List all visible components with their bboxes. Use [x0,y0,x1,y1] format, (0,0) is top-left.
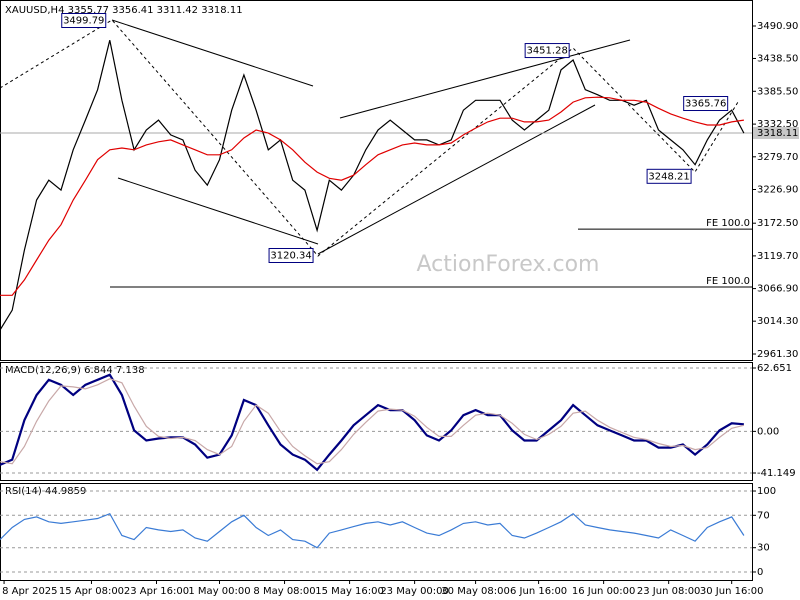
price-label: 3451.28 [526,46,567,57]
x-tick-label: 6 Jun 16:00 [510,586,567,597]
x-tick-label: 1 May 00:00 [188,586,250,597]
price-label-box [268,247,314,263]
y-tick-label: 0 [757,567,763,578]
y-tick-label: 100 [757,486,776,497]
watermark: ActionForex.com [417,252,600,277]
y-tick-label: -41.149 [757,468,796,479]
x-tick-label: 15 May 16:00 [315,586,384,597]
series-line [0,512,745,549]
x-tick-label: 30 Jun 16:00 [700,586,764,597]
y-tick-label: 3066.90 [757,284,798,295]
price-label-box [683,96,729,112]
price-label-box [646,168,692,184]
rsi-panel [0,483,753,581]
y-tick-label: 3226.90 [757,185,798,196]
price-label-box [61,13,107,29]
x-tick-label: 23 May 00:00 [380,586,449,597]
x-tick-label: 23 Apr 16:00 [124,586,189,597]
channel-line [111,19,314,87]
x-tick-label: 30 May 08:00 [441,586,510,597]
fe-label: FE 100.0 [706,276,750,287]
y-tick-label: 2961.30 [757,349,798,360]
price-label: 3248.21 [648,171,689,182]
series-line [0,378,745,465]
x-tick-label: 15 Apr 08:00 [59,586,124,597]
zigzag [0,19,739,257]
fe-label: FE 100.0 [706,218,750,229]
x-tick-label: 16 Jun 00:00 [572,586,636,597]
y-tick-label: 3172.50 [757,218,798,229]
y-tick-label: 62.651 [757,363,792,374]
price-label: 3365.76 [685,99,726,110]
series-line [0,373,744,472]
x-tick-label: 8 May 08:00 [253,586,315,597]
x-tick-label: 8 Apr 2025 [2,586,57,597]
y-tick-label: 3332.50 [757,119,798,130]
y-tick-label: 3014.30 [757,316,798,327]
price-label: 3120.34 [270,250,311,261]
macd-panel [0,362,753,481]
channel-line [317,104,596,255]
channel-line [117,177,319,245]
channel-line [339,39,631,119]
main-title: XAUUSD,H4 3355.77 3356.41 3311.42 3318.1… [5,5,243,16]
trend-lines [0,19,739,257]
y-tick-label: 3279.70 [757,152,798,163]
y-tick-label: 3490.90 [757,21,798,32]
y-tick-label: 3385.50 [757,86,798,97]
price-label-box [524,43,570,59]
series-line [0,96,744,296]
main-panel [0,0,753,361]
last-price-box [753,127,799,140]
y-tick-label: 30 [757,543,770,554]
macd-title: MACD(12,26,9) 6.844 7.138 [5,365,145,376]
y-tick-label: 3119.70 [757,251,798,262]
rsi-title: RSI(14) 44.9859 [5,486,86,497]
y-tick-label: 70 [757,510,770,521]
y-tick-label: 0.00 [757,426,779,437]
last-price-label: 3318.11 [757,128,798,139]
price-label: 3499.79 [63,16,104,27]
x-tick-label: 23 Jun 08:00 [637,586,701,597]
y-tick-label: 3438.50 [757,53,798,64]
